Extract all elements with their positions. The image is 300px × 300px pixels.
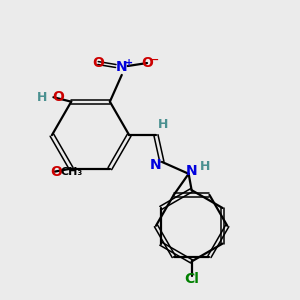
Text: −: − — [150, 55, 159, 64]
Text: H: H — [37, 91, 47, 104]
Text: N: N — [116, 61, 128, 74]
Text: O: O — [50, 165, 62, 178]
Text: H: H — [200, 160, 210, 173]
Text: N: N — [150, 158, 162, 172]
Text: O: O — [52, 90, 64, 104]
Text: N: N — [186, 164, 197, 178]
Text: H: H — [158, 118, 169, 131]
Text: O: O — [92, 56, 104, 70]
Text: Cl: Cl — [184, 272, 199, 286]
Text: CH₃: CH₃ — [60, 167, 82, 178]
Text: O: O — [141, 56, 153, 70]
Text: +: + — [125, 58, 133, 68]
